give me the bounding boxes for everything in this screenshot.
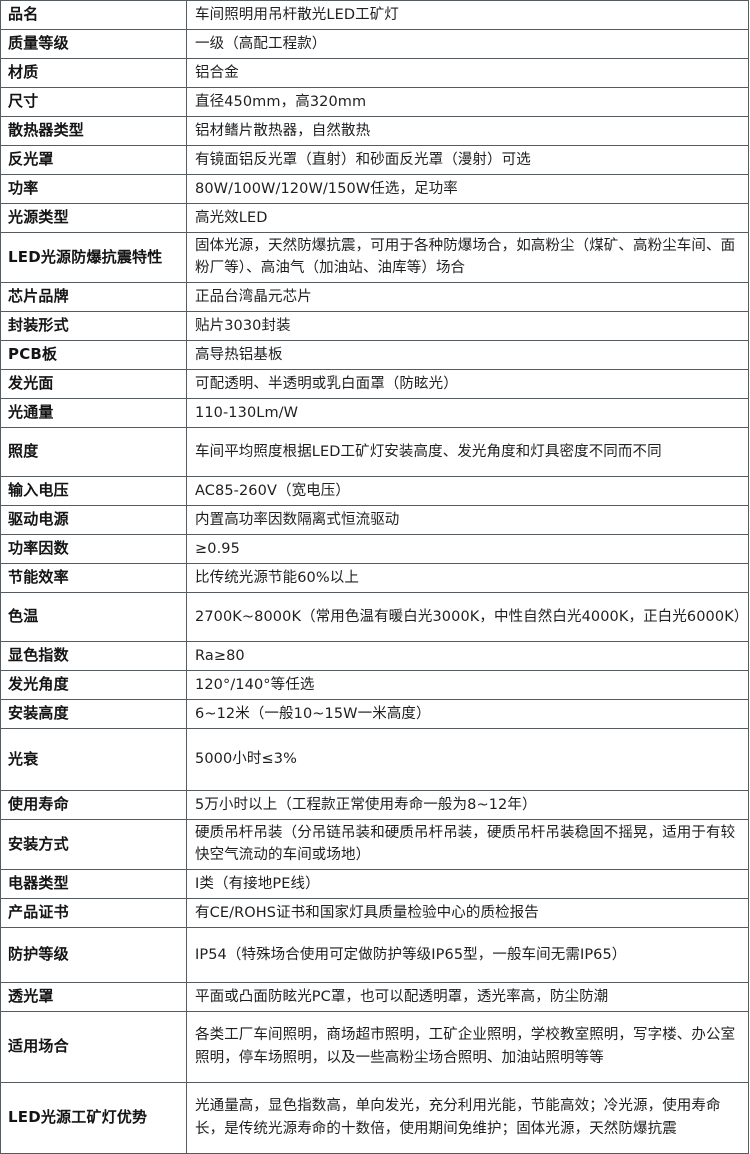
spec-value-cell: 正品台湾晶元芯片 (186, 281, 749, 312)
table-row: 显色指数 Ra≥80 (0, 640, 749, 671)
spec-value-cell: 车间平均照度根据LED工矿灯安装高度、发光角度和灯具密度不同而不同 (186, 426, 749, 477)
spec-value-cell: 铝材鳍片散热器，自然散热 (186, 116, 749, 146)
table-row: 电器类型 I类（有接地PE线） (0, 868, 749, 899)
spec-value-cell: 比传统光源节能60%以上 (186, 562, 749, 593)
spec-label-cell: 节能效率 (0, 562, 187, 593)
spec-value-cell: I类（有接地PE线） (186, 868, 749, 899)
spec-label-cell: 安装方式 (0, 818, 187, 870)
spec-label-cell: 品名 (0, 0, 187, 30)
spec-label-cell: 封装形式 (0, 310, 187, 341)
table-row: 光通量 110-130Lm/W (0, 397, 749, 428)
table-row: 质量等级 一级（高配工程款） (0, 29, 749, 59)
spec-value-cell: 直径450mm，高320mm (186, 87, 749, 117)
spec-value-cell: 车间照明用吊杆散光LED工矿灯 (186, 0, 749, 30)
table-row: 节能效率 比传统光源节能60%以上 (0, 562, 749, 593)
spec-value-cell: 110-130Lm/W (186, 397, 749, 428)
spec-value-cell: 内置高功率因数隔离式恒流驱动 (186, 504, 749, 535)
spec-label-cell: 发光角度 (0, 669, 187, 700)
table-row: 尺寸 直径450mm，高320mm (0, 87, 749, 117)
spec-value-cell: 贴片3030封装 (186, 310, 749, 341)
table-row: 功率 80W/100W/120W/150W任选，足功率 (0, 174, 749, 204)
table-row: 封装形式 贴片3030封装 (0, 310, 749, 341)
spec-value-cell: 硬质吊杆吊装（分吊链吊装和硬质吊杆吊装，硬质吊杆吊装稳固不摇晃，适用于有较快空气… (186, 818, 749, 870)
spec-label-cell: 发光面 (0, 368, 187, 399)
table-row: 发光面 可配透明、半透明或乳白面罩（防眩光） (0, 368, 749, 399)
spec-value-cell: 铝合金 (186, 58, 749, 88)
spec-label-cell: 照度 (0, 426, 187, 477)
table-row: 发光角度 120°/140°等任选 (0, 669, 749, 700)
spec-value-cell: 固体光源，天然防爆抗震，可用于各种防爆场合，如高粉尘（煤矿、高粉尘车间、面粉厂等… (186, 232, 749, 283)
spec-value-cell: IP54（特殊场合使用可定做防护等级IP65型，一般车间无需IP65） (186, 926, 749, 983)
spec-value-cell: Ra≥80 (186, 640, 749, 671)
table-row: 使用寿命 5万小时以上（工程款正常使用寿命一般为8~12年） (0, 789, 749, 820)
spec-label-cell: 防护等级 (0, 926, 187, 983)
spec-value-cell: 5万小时以上（工程款正常使用寿命一般为8~12年） (186, 789, 749, 820)
spec-label-cell: 功率因数 (0, 533, 187, 564)
spec-value-cell: 80W/100W/120W/150W任选，足功率 (186, 174, 749, 204)
spec-label-cell: LED光源防爆抗震特性 (0, 232, 187, 283)
spec-value-cell: 平面或凸面防眩光PC罩，也可以配透明罩，透光率高，防尘防潮 (186, 981, 749, 1012)
spec-value-cell: 6~12米（一般10~15W一米高度） (186, 698, 749, 729)
table-row: LED光源防爆抗震特性 固体光源，天然防爆抗震，可用于各种防爆场合，如高粉尘（煤矿… (0, 232, 749, 283)
table-row: 散热器类型 铝材鳍片散热器，自然散热 (0, 116, 749, 146)
spec-value-cell: 有镜面铝反光罩（直射）和砂面反光罩（漫射）可选 (186, 145, 749, 175)
spec-value-cell: ≥0.95 (186, 533, 749, 564)
spec-value-cell: 可配透明、半透明或乳白面罩（防眩光） (186, 368, 749, 399)
table-row: 品名 车间照明用吊杆散光LED工矿灯 (0, 0, 749, 30)
table-row: 材质 铝合金 (0, 58, 749, 88)
spec-label-cell: 输入电压 (0, 475, 187, 506)
table-row: 反光罩 有镜面铝反光罩（直射）和砂面反光罩（漫射）可选 (0, 145, 749, 175)
table-row: PCB板 高导热铝基板 (0, 339, 749, 370)
table-row: 防护等级 IP54（特殊场合使用可定做防护等级IP65型，一般车间无需IP65） (0, 926, 749, 983)
spec-label-cell: 电器类型 (0, 868, 187, 899)
table-row: 照度 车间平均照度根据LED工矿灯安装高度、发光角度和灯具密度不同而不同 (0, 426, 749, 477)
spec-value-cell: 一级（高配工程款） (186, 29, 749, 59)
spec-label-cell: 芯片品牌 (0, 281, 187, 312)
spec-label-cell: 质量等级 (0, 29, 187, 59)
spec-label-cell: 散热器类型 (0, 116, 187, 146)
spec-label-cell: 适用场合 (0, 1010, 187, 1083)
spec-label-cell: 光源类型 (0, 203, 187, 233)
spec-label-cell: 显色指数 (0, 640, 187, 671)
table-row: 输入电压 AC85-260V（宽电压） (0, 475, 749, 506)
table-row: 光衰 5000小时≤3% (0, 727, 749, 791)
spec-label-cell: 驱动电源 (0, 504, 187, 535)
table-row: 色温 2700K~8000K（常用色温有暖白光3000K，中性自然白光4000K，… (0, 591, 749, 642)
spec-value-cell: 有CE/ROHS证书和国家灯具质量检验中心的质检报告 (186, 897, 749, 928)
spec-label-cell: 使用寿命 (0, 789, 187, 820)
spec-label-cell: 反光罩 (0, 145, 187, 175)
spec-value-cell: 2700K~8000K（常用色温有暖白光3000K，中性自然白光4000K，正白… (186, 591, 749, 642)
spec-label-cell: 安装高度 (0, 698, 187, 729)
spec-value-cell: 高光效LED (186, 203, 749, 233)
table-row: 透光罩 平面或凸面防眩光PC罩，也可以配透明罩，透光率高，防尘防潮 (0, 981, 749, 1012)
table-row: 光源类型 高光效LED (0, 203, 749, 233)
spec-value-cell: 120°/140°等任选 (186, 669, 749, 700)
spec-value-cell: 各类工厂车间照明，商场超市照明，工矿企业照明，学校教室照明，写字楼、办公室照明，… (186, 1010, 749, 1083)
spec-label-cell: 功率 (0, 174, 187, 204)
table-row: 安装方式 硬质吊杆吊装（分吊链吊装和硬质吊杆吊装，硬质吊杆吊装稳固不摇晃，适用于有… (0, 818, 749, 870)
spec-label-cell: PCB板 (0, 339, 187, 370)
spec-label-cell: 光衰 (0, 727, 187, 791)
spec-label-cell: 光通量 (0, 397, 187, 428)
spec-value-cell: 5000小时≤3% (186, 727, 749, 791)
table-row: 功率因数 ≥0.95 (0, 533, 749, 564)
spec-label-cell: 透光罩 (0, 981, 187, 1012)
spec-label-cell: 产品证书 (0, 897, 187, 928)
spec-label-cell: 色温 (0, 591, 187, 642)
spec-value-cell: AC85-260V（宽电压） (186, 475, 749, 506)
spec-value-cell: 高导热铝基板 (186, 339, 749, 370)
table-row: 驱动电源 内置高功率因数隔离式恒流驱动 (0, 504, 749, 535)
table-row: 产品证书 有CE/ROHS证书和国家灯具质量检验中心的质检报告 (0, 897, 749, 928)
table-row: 芯片品牌 正品台湾晶元芯片 (0, 281, 749, 312)
table-row: 适用场合 各类工厂车间照明，商场超市照明，工矿企业照明，学校教室照明，写字楼、办公… (0, 1010, 749, 1083)
spec-label-cell: 材质 (0, 58, 187, 88)
table-row: 安装高度 6~12米（一般10~15W一米高度） (0, 698, 749, 729)
spec-label-cell: 尺寸 (0, 87, 187, 117)
